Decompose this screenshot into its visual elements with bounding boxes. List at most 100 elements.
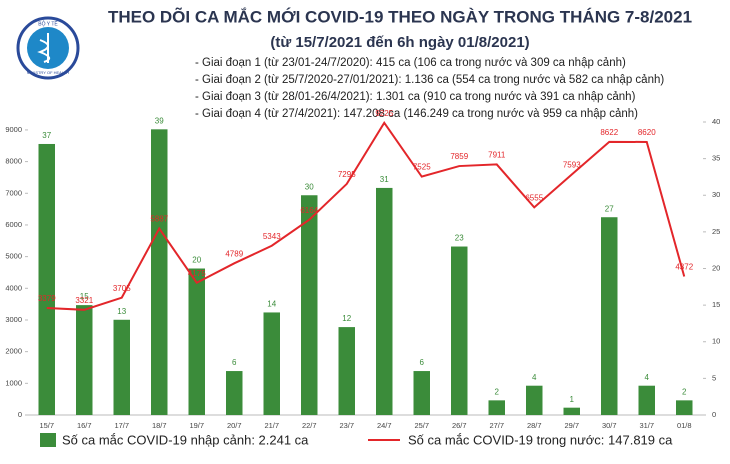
bar-value-label: 20	[192, 256, 201, 265]
x-tick-label: 28/7	[527, 421, 542, 430]
x-tick-label: 01/8	[677, 421, 692, 430]
x-tick-label: 31/7	[639, 421, 654, 430]
line-value-label: 6164	[300, 206, 318, 215]
y2-tick-label: 10	[712, 337, 720, 346]
bar-value-label: 39	[155, 116, 164, 125]
annotation: - Giai đoạn 3 (từ 28/01-26/4/2021): 1.30…	[195, 91, 636, 103]
bar-value-label: 2	[682, 387, 687, 396]
bar-value-label: 15	[80, 292, 89, 301]
y-tick-label: 3000	[5, 315, 22, 324]
y-tick-label: 1000	[5, 378, 22, 387]
y-tick-label: 5000	[5, 252, 22, 261]
y-tick-label: 7000	[5, 188, 22, 197]
bar	[526, 385, 543, 415]
bar-value-label: 37	[42, 131, 51, 140]
line-value-label: 7911	[488, 151, 506, 160]
legend-swatch	[40, 433, 56, 447]
chart-title: THEO DÕI CA MẮC MỚI COVID-19 THEO NGÀY T…	[108, 6, 692, 26]
line-value-label: 3321	[75, 296, 93, 305]
y-tick-label: 0	[18, 410, 22, 419]
y2-tick-label: 0	[712, 410, 716, 419]
annotation: - Giai đoạn 4 (từ 27/4/2021): 147.208 ca…	[195, 108, 638, 120]
bar-value-label: 23	[455, 234, 464, 243]
bar-value-label: 31	[380, 175, 389, 184]
bar	[488, 400, 505, 415]
y2-tick-label: 5	[712, 373, 716, 382]
y-tick-label: 9000	[5, 125, 22, 134]
x-tick-label: 23/7	[339, 421, 354, 430]
bar-value-label: 30	[305, 182, 314, 191]
legend-label: Số ca mắc COVID-19 trong nước: 147.819 c…	[408, 432, 673, 447]
bar	[151, 129, 168, 415]
bar	[76, 305, 93, 415]
line-value-label: 3379	[38, 294, 56, 303]
annotation: - Giai đoạn 1 (từ 23/01-24/7/2020): 415 …	[195, 57, 626, 69]
line-value-label: 6555	[525, 193, 543, 202]
bar	[638, 385, 655, 415]
bar	[563, 407, 580, 415]
bar-value-label: 14	[267, 300, 276, 309]
y-tick-label: 2000	[5, 347, 22, 356]
x-tick-label: 20/7	[227, 421, 242, 430]
y2-tick-label: 40	[712, 117, 720, 126]
line-value-label: 3705	[113, 284, 131, 293]
line-value-label: 7593	[563, 161, 581, 170]
line-value-label: 7295	[338, 170, 356, 179]
x-tick-label: 26/7	[452, 421, 467, 430]
bar	[451, 246, 468, 415]
y2-tick-label: 20	[712, 263, 720, 272]
x-tick-label: 25/7	[414, 421, 429, 430]
logo: BỘ Y TẾ MINISTRY OF HEALTH	[16, 16, 80, 80]
bar	[263, 312, 280, 415]
annotation: - Giai đoạn 2 (từ 25/7/2020-27/01/2021):…	[195, 74, 664, 86]
line-value-label: 7859	[450, 152, 468, 161]
bar	[376, 187, 393, 415]
line-value-label: 7525	[413, 163, 431, 172]
x-tick-label: 29/7	[564, 421, 579, 430]
line-value-label: 8620	[638, 128, 656, 137]
bar	[676, 400, 693, 415]
bar-value-label: 2	[495, 387, 500, 396]
x-tick-label: 21/7	[264, 421, 279, 430]
bar	[226, 371, 243, 415]
line-value-label: 4372	[675, 263, 693, 272]
y2-tick-label: 25	[712, 227, 720, 236]
y2-tick-label: 30	[712, 190, 720, 199]
logo-top: BỘ Y TẾ	[38, 20, 58, 27]
line-value-label: 8622	[600, 128, 618, 137]
bar-value-label: 6	[232, 358, 237, 367]
y2-tick-label: 35	[712, 154, 720, 163]
legend-label: Số ca mắc COVID-19 nhập cảnh: 2.241 ca	[62, 432, 309, 447]
bar-value-label: 27	[605, 204, 614, 213]
line-value-label: 5343	[263, 232, 281, 241]
chart-subtitle: (từ 15/7/2021 đến 6h ngày 01/8/2021)	[270, 34, 529, 51]
bar-value-label: 4	[532, 373, 537, 382]
x-tick-label: 24/7	[377, 421, 392, 430]
y2-tick-label: 15	[712, 300, 720, 309]
bar	[338, 327, 355, 415]
bar	[188, 268, 205, 415]
logo-staff	[37, 33, 51, 63]
y-tick-label: 6000	[5, 220, 22, 229]
bar-value-label: 4	[645, 373, 650, 382]
bar-value-label: 1	[570, 395, 575, 404]
line-value-label: 5887	[150, 215, 168, 224]
bar	[38, 143, 55, 415]
y-tick-label: 8000	[5, 157, 22, 166]
x-tick-label: 22/7	[302, 421, 317, 430]
line-value-label: 9225	[375, 109, 393, 118]
x-tick-label: 18/7	[152, 421, 167, 430]
logo-bottom: MINISTRY OF HEALTH	[27, 70, 69, 75]
line	[46, 120, 686, 311]
bar	[113, 319, 130, 415]
x-tick-label: 30/7	[602, 421, 617, 430]
x-tick-label: 16/7	[77, 421, 92, 430]
bar	[601, 217, 618, 415]
y-tick-label: 4000	[5, 283, 22, 292]
bar	[413, 371, 430, 415]
bar	[301, 195, 318, 415]
bar-value-label: 6	[420, 358, 425, 367]
x-tick-label: 19/7	[189, 421, 204, 430]
x-tick-label: 27/7	[489, 421, 504, 430]
